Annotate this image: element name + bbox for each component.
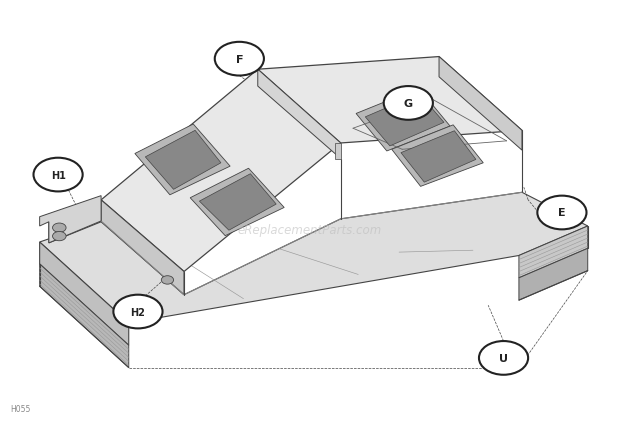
Text: H2: H2 xyxy=(131,307,146,317)
Polygon shape xyxy=(101,70,341,272)
Text: H1: H1 xyxy=(51,170,66,180)
Circle shape xyxy=(53,224,66,233)
Text: E: E xyxy=(558,208,565,218)
Polygon shape xyxy=(145,131,221,190)
Polygon shape xyxy=(40,196,101,243)
Text: G: G xyxy=(404,99,413,109)
Polygon shape xyxy=(519,249,588,300)
Polygon shape xyxy=(258,70,341,159)
Polygon shape xyxy=(439,58,522,151)
Polygon shape xyxy=(40,264,129,368)
Polygon shape xyxy=(135,125,230,196)
Circle shape xyxy=(33,158,82,192)
Polygon shape xyxy=(519,227,588,278)
Polygon shape xyxy=(49,200,101,243)
Polygon shape xyxy=(335,144,341,159)
Circle shape xyxy=(538,196,587,230)
Circle shape xyxy=(479,341,528,375)
Polygon shape xyxy=(40,193,588,323)
Text: H055: H055 xyxy=(10,404,30,413)
Polygon shape xyxy=(401,132,476,183)
Text: eReplacementParts.com: eReplacementParts.com xyxy=(238,223,382,236)
Polygon shape xyxy=(258,58,522,144)
Polygon shape xyxy=(101,200,184,295)
Circle shape xyxy=(215,43,264,76)
Circle shape xyxy=(113,295,162,328)
Polygon shape xyxy=(190,169,284,236)
Circle shape xyxy=(53,232,66,241)
Text: F: F xyxy=(236,55,243,64)
Polygon shape xyxy=(200,174,276,230)
Circle shape xyxy=(384,87,433,121)
Polygon shape xyxy=(365,95,444,147)
Circle shape xyxy=(161,276,174,285)
Polygon shape xyxy=(40,242,129,345)
Text: U: U xyxy=(499,353,508,363)
Polygon shape xyxy=(356,89,450,152)
Polygon shape xyxy=(392,126,483,187)
